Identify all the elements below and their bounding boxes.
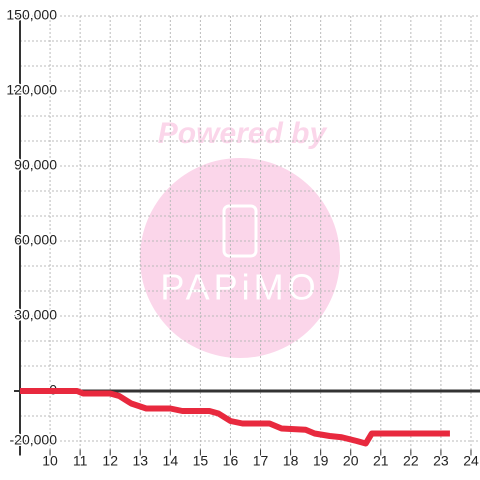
watermark-circle: [140, 158, 340, 358]
y-tick-label: 30,000: [14, 307, 57, 323]
y-tick-label: 120,000: [6, 82, 57, 98]
x-tick-label: 14: [163, 453, 179, 469]
x-tick-label: 19: [313, 453, 329, 469]
y-tick-label: 90,000: [14, 157, 57, 173]
x-tick-label: 18: [283, 453, 299, 469]
x-tick-label: 21: [373, 453, 389, 469]
x-tick-label: 22: [403, 453, 419, 469]
x-tick-label: 24: [463, 453, 479, 469]
watermark: Powered by PAPiMO: [140, 117, 340, 358]
watermark-logo: PAPiMO: [160, 267, 319, 308]
x-tick-label: 17: [253, 453, 269, 469]
y-tick-label: 150,000: [6, 7, 57, 23]
x-tick-label: 11: [73, 453, 88, 469]
x-tick-label: 13: [132, 453, 148, 469]
y-tick-label: 60,000: [14, 232, 57, 248]
data-line: [20, 388, 450, 447]
x-tick-label: 23: [433, 453, 449, 469]
x-tick-label: 20: [343, 453, 359, 469]
y-tick-label: -20,000: [10, 432, 58, 448]
x-tick-label: 15: [193, 453, 209, 469]
watermark-phone: [222, 204, 258, 258]
x-tick-label: 16: [223, 453, 239, 469]
x-tick-label: 12: [102, 453, 118, 469]
watermark-text: Powered by: [158, 117, 328, 150]
x-tick-label: 10: [42, 453, 58, 469]
